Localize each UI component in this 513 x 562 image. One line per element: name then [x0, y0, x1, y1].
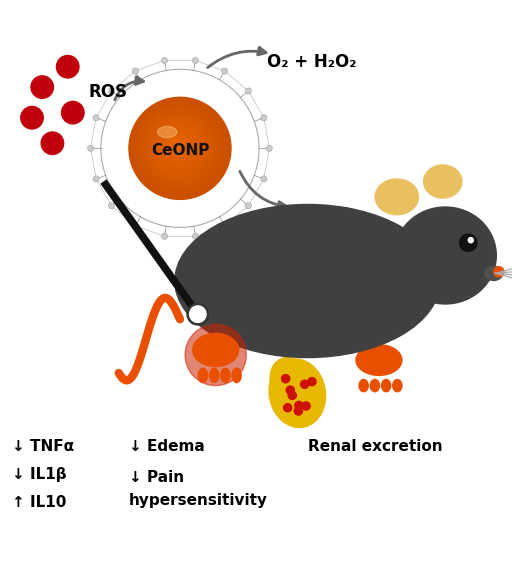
Ellipse shape [232, 368, 241, 383]
Circle shape [143, 111, 214, 183]
Text: O₂ + H₂O₂: O₂ + H₂O₂ [267, 53, 356, 71]
Circle shape [295, 401, 303, 410]
Circle shape [261, 115, 267, 121]
Ellipse shape [424, 165, 462, 198]
Ellipse shape [269, 359, 326, 428]
Circle shape [150, 119, 206, 175]
Ellipse shape [221, 368, 230, 383]
Ellipse shape [359, 379, 368, 392]
Circle shape [93, 176, 99, 182]
Ellipse shape [356, 345, 402, 375]
Circle shape [282, 375, 290, 383]
Circle shape [162, 130, 192, 161]
Text: ↓ IL1β: ↓ IL1β [12, 468, 66, 482]
Ellipse shape [157, 126, 177, 138]
Ellipse shape [193, 333, 239, 366]
Circle shape [192, 57, 199, 64]
Circle shape [56, 56, 79, 78]
Circle shape [31, 76, 53, 98]
Text: CeONP: CeONP [151, 143, 209, 158]
Ellipse shape [485, 266, 503, 280]
Ellipse shape [175, 205, 440, 357]
Circle shape [284, 404, 292, 412]
Circle shape [288, 391, 297, 400]
Circle shape [302, 402, 310, 410]
Circle shape [146, 114, 212, 180]
Circle shape [222, 68, 228, 74]
Circle shape [185, 324, 246, 386]
Text: ↓ Pain: ↓ Pain [129, 470, 184, 485]
Circle shape [266, 146, 272, 151]
Circle shape [261, 176, 267, 182]
Text: ↓ TNFα: ↓ TNFα [12, 439, 74, 454]
Circle shape [222, 223, 228, 229]
Circle shape [162, 233, 168, 239]
Text: H₂O + O₂: H₂O + O₂ [277, 206, 359, 224]
Text: ROS: ROS [88, 83, 127, 101]
Circle shape [286, 386, 294, 394]
Circle shape [62, 101, 84, 124]
Ellipse shape [394, 207, 496, 304]
Circle shape [136, 105, 223, 191]
Circle shape [132, 68, 139, 74]
Circle shape [494, 267, 504, 277]
Ellipse shape [199, 368, 208, 383]
Circle shape [93, 115, 99, 121]
Circle shape [160, 128, 195, 164]
Circle shape [109, 203, 114, 209]
Text: ↑ IL10: ↑ IL10 [12, 496, 66, 510]
Circle shape [468, 238, 473, 243]
Circle shape [88, 146, 94, 151]
Circle shape [171, 140, 182, 150]
Circle shape [174, 142, 179, 147]
Circle shape [131, 99, 228, 197]
Circle shape [109, 88, 114, 94]
Circle shape [167, 135, 187, 156]
Circle shape [169, 138, 184, 153]
Circle shape [129, 97, 231, 200]
Circle shape [157, 126, 198, 166]
Circle shape [139, 107, 220, 188]
Text: ↓ Edema: ↓ Edema [129, 439, 205, 454]
Ellipse shape [393, 379, 402, 392]
Circle shape [132, 223, 139, 229]
Ellipse shape [370, 379, 380, 392]
Ellipse shape [375, 179, 419, 215]
Circle shape [192, 233, 199, 239]
Circle shape [21, 107, 43, 129]
Circle shape [245, 88, 251, 94]
Circle shape [141, 109, 218, 185]
Circle shape [188, 304, 208, 324]
Ellipse shape [382, 379, 391, 392]
Ellipse shape [209, 368, 219, 383]
Text: hypersensitivity: hypersensitivity [129, 493, 268, 508]
Circle shape [41, 132, 64, 155]
Circle shape [245, 203, 251, 209]
Circle shape [148, 116, 209, 178]
Circle shape [134, 102, 226, 194]
Ellipse shape [270, 357, 306, 398]
Circle shape [294, 407, 303, 415]
Circle shape [162, 57, 168, 64]
Circle shape [308, 378, 316, 386]
Circle shape [301, 380, 309, 388]
Circle shape [164, 133, 190, 158]
Circle shape [460, 234, 477, 251]
Circle shape [152, 121, 204, 172]
Text: Renal excretion: Renal excretion [307, 439, 442, 454]
Circle shape [155, 123, 201, 169]
